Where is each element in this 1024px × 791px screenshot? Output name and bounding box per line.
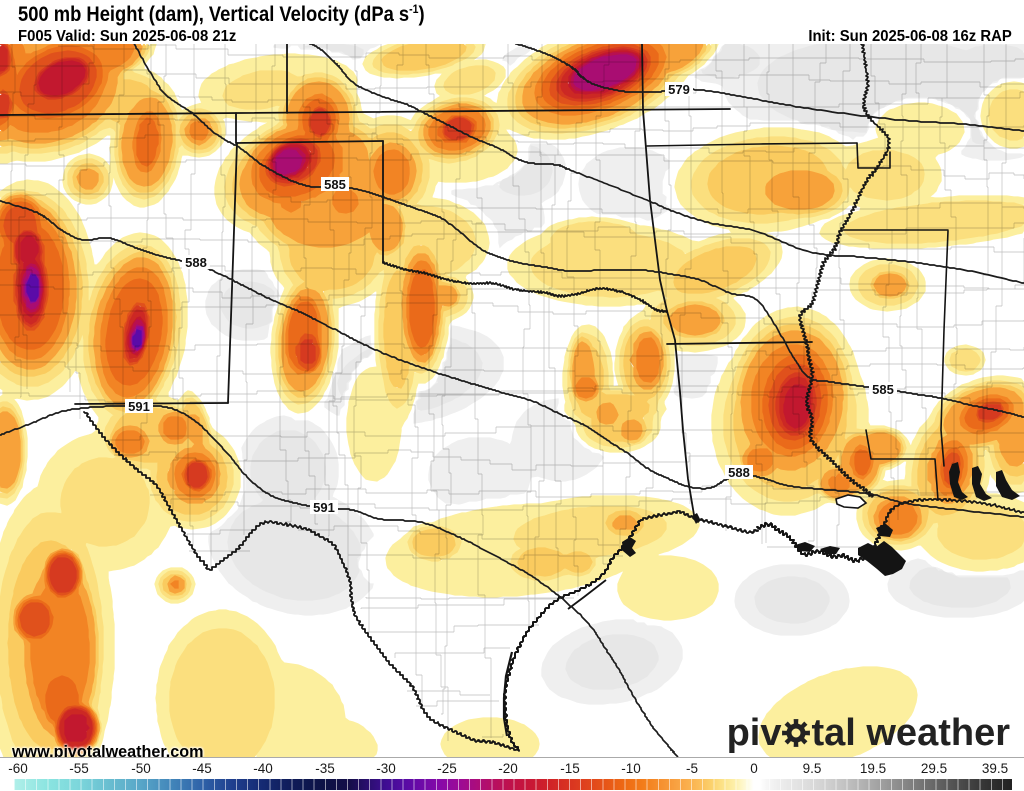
svg-text:585: 585 <box>324 177 346 192</box>
svg-text:588: 588 <box>728 465 750 480</box>
svg-text:591: 591 <box>128 399 150 414</box>
svg-text:585: 585 <box>872 382 894 397</box>
svg-text:579: 579 <box>668 82 690 97</box>
svg-text:591: 591 <box>313 500 335 515</box>
svg-text:588: 588 <box>185 255 207 270</box>
